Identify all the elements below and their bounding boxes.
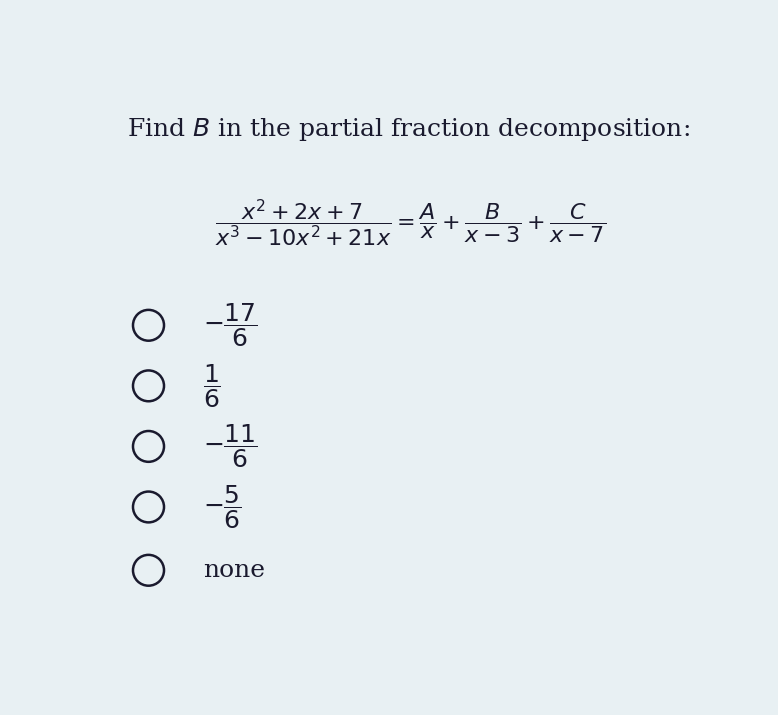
- Text: $-\dfrac{5}{6}$: $-\dfrac{5}{6}$: [203, 483, 242, 531]
- Text: none: none: [203, 559, 265, 582]
- Text: $\dfrac{1}{6}$: $\dfrac{1}{6}$: [203, 362, 221, 410]
- Text: $-\dfrac{11}{6}$: $-\dfrac{11}{6}$: [203, 423, 258, 470]
- Text: $-\dfrac{17}{6}$: $-\dfrac{17}{6}$: [203, 302, 258, 349]
- Text: $\dfrac{x^2+2x+7}{x^3-10x^2+21x} = \dfrac{A}{x} + \dfrac{B}{x-3} + \dfrac{C}{x-7: $\dfrac{x^2+2x+7}{x^3-10x^2+21x} = \dfra…: [216, 197, 606, 250]
- Text: Find $\mathit{B}$ in the partial fraction decomposition:: Find $\mathit{B}$ in the partial fractio…: [128, 116, 690, 143]
